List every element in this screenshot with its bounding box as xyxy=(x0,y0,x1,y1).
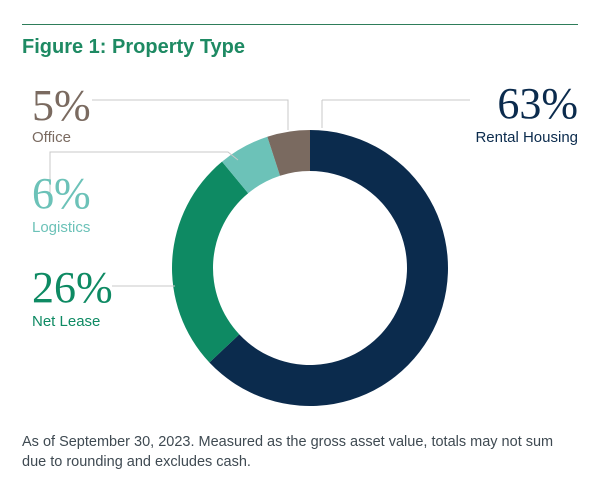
category-label-office: Office xyxy=(32,129,71,146)
category-label-rental-housing: Rental Housing xyxy=(475,129,578,146)
slice-office xyxy=(267,130,310,176)
leader-line-office xyxy=(92,99,289,130)
footnote: As of September 30, 2023. Measured as th… xyxy=(22,434,554,470)
slice-net-lease xyxy=(172,161,249,363)
category-label-net-lease: Net Lease xyxy=(32,313,100,330)
slice-rental-housing xyxy=(209,130,448,406)
leader-lines xyxy=(49,99,470,287)
slice-labels: 63%Rental Housing 26%Net Lease 6%Logistics… xyxy=(32,79,578,330)
slice-logistics xyxy=(222,136,281,194)
category-label-logistics: Logistics xyxy=(32,219,90,236)
value-label-logistics: 6% xyxy=(32,169,91,218)
property-type-donut-chart: 63%Rental Housing 26%Net Lease 6%Logistics… xyxy=(32,79,578,406)
donut-slices xyxy=(172,130,448,406)
value-label-office: 5% xyxy=(32,81,91,130)
value-label-rental-housing: 63% xyxy=(497,79,578,128)
top-divider xyxy=(22,24,578,25)
value-label-net-lease: 26% xyxy=(32,263,113,312)
leader-line-logistics xyxy=(49,151,239,200)
figure-title: Figure 1: Property Type xyxy=(22,36,246,58)
